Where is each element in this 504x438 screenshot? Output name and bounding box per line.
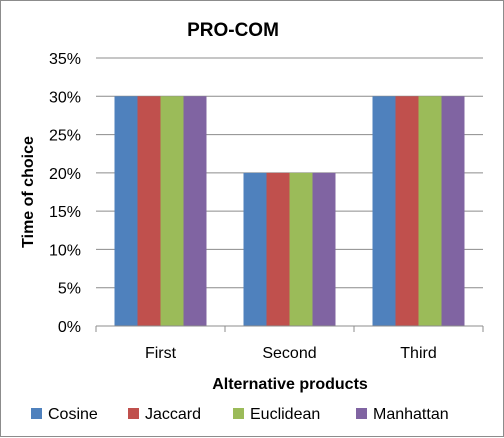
bar-manhattan-third <box>441 96 465 327</box>
legend: Cosine Jaccard Euclidean Manhattan <box>31 406 449 423</box>
legend-swatch-jaccard <box>128 408 139 419</box>
y-tick-label: 0% <box>58 319 81 336</box>
y-tick-label: 15% <box>49 204 81 221</box>
y-tick-label: 30% <box>49 89 81 106</box>
y-tick-label: 10% <box>49 242 81 259</box>
x-tick-label: Second <box>262 345 316 362</box>
bar-cosine-third <box>372 96 396 327</box>
bar-cosine-first <box>114 96 138 327</box>
x-axis-title: Alternative products <box>212 376 368 393</box>
x-axis <box>95 325 484 332</box>
legend-label-manhattan: Manhattan <box>373 406 449 423</box>
bar-manhattan-first <box>183 96 207 327</box>
y-tick-label: 35% <box>49 51 81 68</box>
x-tick-label: First <box>145 345 177 362</box>
legend-label-jaccard: Jaccard <box>145 406 201 423</box>
bar-euclidean-third <box>418 96 442 327</box>
y-tick-label: 5% <box>58 281 81 298</box>
y-axis-ticks: 0% 5% 10% 15% 20% 25% 30% 35% <box>49 51 81 336</box>
bar-manhattan-second <box>312 172 336 326</box>
chart-title: PRO-COM <box>187 20 279 41</box>
bar-cosine-second <box>243 172 267 326</box>
legend-swatch-manhattan <box>356 408 367 419</box>
y-tick-label: 20% <box>49 166 81 183</box>
x-tick-label: Third <box>400 345 436 362</box>
bar-jaccard-third <box>395 96 419 327</box>
bar-euclidean-first <box>160 96 184 327</box>
y-tick-label: 25% <box>49 128 81 145</box>
legend-label-euclidean: Euclidean <box>250 406 320 423</box>
legend-swatch-euclidean <box>233 408 244 419</box>
legend-swatch-cosine <box>31 408 42 419</box>
legend-label-cosine: Cosine <box>48 406 98 423</box>
y-axis-title: Time of choice <box>20 136 37 248</box>
bars <box>114 96 465 327</box>
bar-jaccard-second <box>266 172 290 326</box>
x-axis-ticks: First Second Third <box>145 345 437 362</box>
bar-euclidean-second <box>289 172 313 326</box>
bar-jaccard-first <box>137 96 161 327</box>
